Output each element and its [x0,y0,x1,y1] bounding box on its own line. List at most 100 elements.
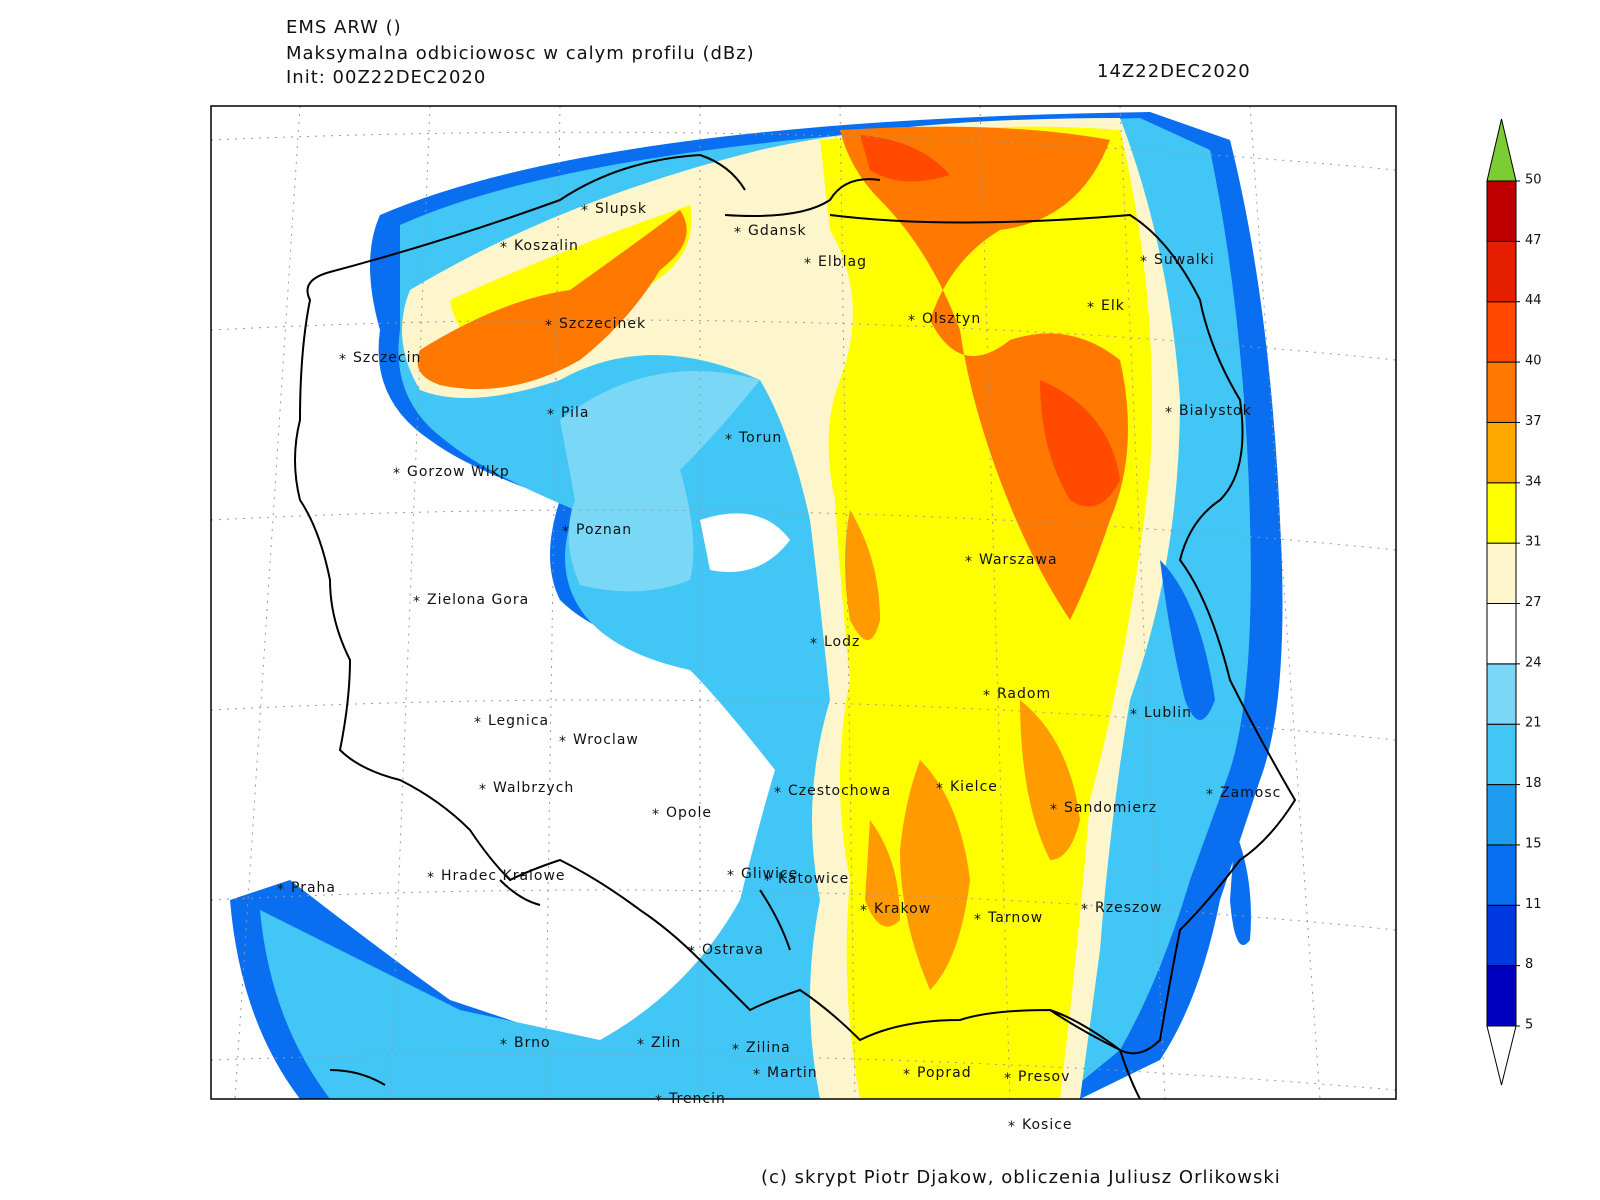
rain-area [1230,830,1251,945]
city-name: Katowice [778,871,849,887]
city-name: Warszawa [979,552,1058,568]
city-marker: * [983,688,991,704]
city-marker: * [562,524,570,540]
city-marker: * [810,636,818,652]
city-marker: * [1004,1071,1012,1087]
rain-area [560,371,760,592]
city-name: Olsztyn [922,311,981,327]
city-name: Sandomierz [1064,800,1157,816]
colorbar-label: 40 [1525,354,1542,369]
colorbar-label: 50 [1525,173,1542,188]
city-name: Poznan [576,522,632,538]
city-marker: * [413,594,421,610]
rain-area [1040,380,1120,507]
reflectivity-field [230,112,1283,1099]
city-marker: * [1087,300,1095,316]
city-marker: * [474,715,482,731]
city-name: Radom [997,686,1051,702]
city-name: Wroclaw [573,732,639,748]
colorbar-bin [1486,723,1517,786]
city-marker: * [1008,1119,1016,1135]
rain-area [1020,700,1080,860]
city-name: Gliwice [741,866,798,882]
colorbar-label: 44 [1525,293,1542,308]
city-marker: * [1165,405,1173,421]
colorbar-label: 11 [1525,897,1542,912]
city-name: Presov [1018,1069,1070,1085]
city-marker: * [393,466,401,482]
colorbar-label: 34 [1525,474,1542,489]
city-marker: * [903,1067,911,1083]
city-marker: * [652,807,660,823]
rain-area [860,135,950,182]
city-name: Krakow [874,901,931,917]
city-marker: * [547,407,555,423]
city-name: Poprad [917,1065,972,1081]
city-marker: * [500,1037,508,1053]
colorbar-bin [1486,965,1517,1027]
colorbar-label: 27 [1525,595,1542,610]
city-marker: * [727,868,735,884]
city-name: Szczecinek [559,316,646,332]
colorbar-over [1486,118,1517,182]
colorbar: 5 8 11 15 18 21 24 27 31 34 37 40 44 47 50 [1486,118,1542,1086]
map-frame [210,105,1397,1100]
city-name: Lublin [1144,705,1192,721]
city-marker: * [339,352,347,368]
colorbar-bin [1486,361,1517,423]
colorbar-bin [1486,542,1517,605]
colorbar-bin [1486,904,1517,967]
city-name: Trencin [668,1091,726,1107]
colorbar-label: 8 [1525,957,1533,972]
city-marker: * [581,203,589,219]
colorbar-label: 24 [1525,655,1542,670]
model-title: EMS ARW () [286,17,402,38]
rain-area [417,210,687,390]
city-name: Czestochowa [788,783,891,799]
city-marker: * [908,313,916,329]
city-marker: * [427,870,435,886]
city-name: Pila [561,405,590,421]
city-marker: * [1050,802,1058,818]
city-marker: * [559,734,567,750]
rain-area [840,126,1128,621]
city-name: Hradec Kralowe [441,868,566,884]
rain-area [700,513,790,572]
city-marker: * [1081,902,1089,918]
city-name: Rzeszow [1095,900,1162,916]
city-name: Gorzow Wlkp [407,464,510,480]
colorbar-bin [1486,784,1517,846]
rain-area [1160,560,1215,720]
colorbar-label: 15 [1525,836,1542,851]
city-marker: * [637,1037,645,1053]
city-marker: * [936,781,944,797]
city-name: Slupsk [595,201,647,217]
city-name: Kielce [950,779,998,795]
city-name: Kosice [1022,1117,1073,1133]
colorbar-label: 47 [1525,233,1542,248]
city-name: Walbrzych [493,780,574,796]
city-name: Zlin [651,1035,681,1051]
colorbar-label: 21 [1525,716,1542,731]
city-marker: * [277,882,285,898]
city-marker: * [974,912,982,928]
city-marker: * [479,782,487,798]
city-marker: * [1140,254,1148,270]
city-marker: * [545,318,553,334]
city-marker: * [725,432,733,448]
rain-area [865,820,900,927]
colorbar-bin [1486,482,1517,544]
city-marker: * [764,873,772,889]
city-marker: * [732,1042,740,1058]
colorbar-bin [1486,663,1517,725]
city-name: Tarnow [987,910,1043,926]
variable-title: Maksymalna odbiciowosc w calym profilu (… [286,43,755,64]
rain-area [900,760,970,990]
city-marker: * [688,944,696,960]
credit: (c) skrypt Piotr Djakow, obliczenia Juli… [761,1167,1281,1188]
colorbar-bin [1486,180,1517,242]
city-labels: * Slupsk * Koszalin * Gdansk * Elblag * Suwalki * E… [277,201,1280,1135]
city-name: Zilina [746,1040,791,1056]
rain-area [845,510,880,640]
